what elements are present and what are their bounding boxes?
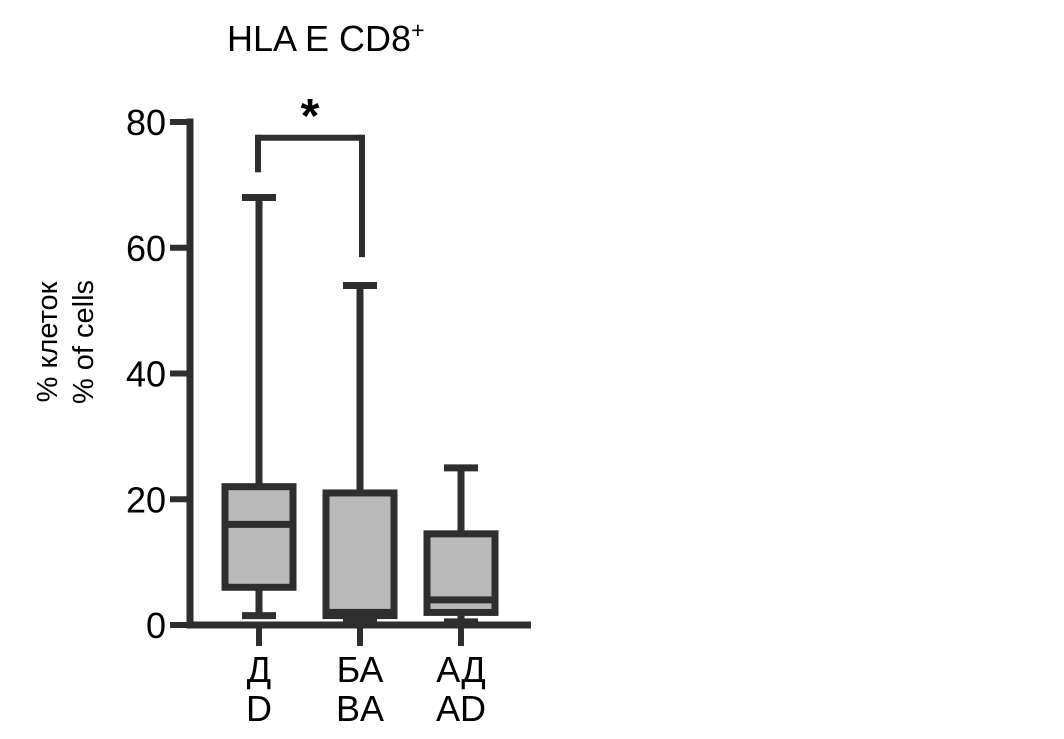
chart-title-superscript: + xyxy=(411,17,425,43)
y-tick-label: 40 xyxy=(126,354,166,395)
x-category-label-ru: БА xyxy=(337,649,384,690)
chart-title-text: HLA E CD8 xyxy=(227,18,412,59)
x-category-label-ru: АД xyxy=(436,649,486,690)
y-tick-label: 80 xyxy=(126,102,166,143)
significance-asterisk: * xyxy=(300,90,320,143)
x-category-label-ru: Д xyxy=(247,649,271,690)
x-category-label-en: AD xyxy=(436,688,486,729)
x-category-label-en: D xyxy=(246,688,272,729)
y-tick-label: 0 xyxy=(146,605,166,646)
y-tick-label: 60 xyxy=(126,228,166,269)
y-tick-label: 20 xyxy=(126,479,166,520)
chart-title: HLA E CD8+ xyxy=(227,18,425,59)
x-category-label-en: BA xyxy=(336,688,384,729)
box-iqr xyxy=(221,483,297,591)
box-iqr xyxy=(322,489,398,620)
